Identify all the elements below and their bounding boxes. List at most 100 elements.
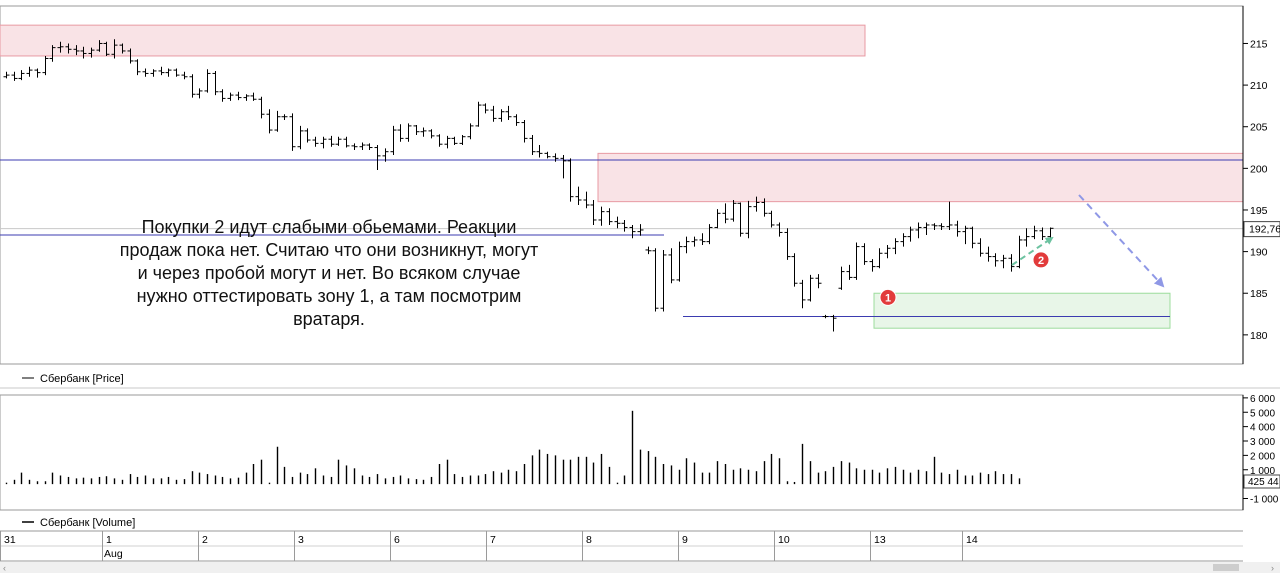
price-bar [1023, 228, 1030, 247]
price-bar [142, 68, 149, 77]
volume-tick-label: 2 000 [1250, 451, 1275, 462]
price-bar [529, 135, 536, 156]
price-bar [536, 145, 543, 158]
price-bar [80, 46, 87, 59]
month-label: Aug [104, 548, 123, 560]
marker-1[interactable]: 1 [879, 288, 897, 306]
price-bar [181, 71, 188, 80]
current-price-tag: 192,76 [1243, 221, 1280, 238]
price-bar [552, 153, 559, 162]
scroll-right-icon[interactable]: › [1271, 563, 1274, 573]
volume-tick-label: 4 000 [1250, 423, 1275, 434]
price-bar [838, 266, 845, 290]
price-bar [1008, 254, 1015, 272]
price-tick-label: 210 [1250, 80, 1268, 92]
price-bar [575, 186, 582, 205]
volume-tick-label: 3 000 [1250, 437, 1275, 448]
scroll-left-icon[interactable]: ‹ [3, 563, 6, 573]
price-bar [606, 208, 613, 225]
price-bar [1016, 235, 1023, 269]
price-bar [513, 114, 520, 126]
support-zone[interactable] [873, 292, 1171, 329]
price-bar [1047, 227, 1054, 239]
price-bar [598, 206, 605, 226]
price-bar [26, 66, 33, 77]
price-bar [173, 68, 180, 77]
price-bar [57, 41, 64, 53]
price-tick-label: 190 [1250, 247, 1268, 259]
price-bar [954, 220, 961, 237]
time-tick-label: 1 [106, 534, 112, 546]
price-bar [366, 143, 373, 151]
short-arrow[interactable] [1011, 236, 1054, 266]
marker-2[interactable]: 2 [1032, 251, 1050, 269]
price-bar [822, 314, 829, 319]
price-bar [498, 109, 505, 122]
annotation-line: продаж пока нет. Считаю что они возникну… [119, 240, 539, 260]
volume-axis[interactable]: 6 000 5 000 4 000 3 000 2 000 1 000 -1 000 [1243, 394, 1279, 506]
price-bar [730, 199, 737, 222]
annotation-line: и через пробой могут и нет. Во всяком сл… [137, 263, 521, 283]
price-axis[interactable]: 215 210 205 200 195 190 185 180 [1243, 38, 1268, 342]
price-bar [614, 216, 621, 229]
price-bar [73, 45, 80, 56]
price-bar [768, 210, 775, 228]
price-bar [645, 246, 652, 255]
price-bar [165, 68, 172, 77]
price-bar [343, 136, 350, 148]
price-bar [900, 233, 907, 247]
price-bar [567, 158, 574, 202]
price-bar [907, 226, 914, 242]
price-bar [676, 241, 683, 282]
price-bar [451, 136, 458, 146]
price-bar [583, 191, 590, 209]
price-bar [923, 222, 930, 235]
resistance-zone[interactable] [597, 152, 1244, 203]
price-bar [884, 244, 891, 259]
price-tick-label: 200 [1250, 163, 1268, 175]
price-bar [235, 91, 242, 101]
price-bar [876, 248, 883, 269]
price-bar [892, 238, 899, 255]
price-bar [992, 253, 999, 267]
price-bar [977, 238, 984, 257]
price-bar [969, 226, 976, 249]
price-bar [258, 96, 265, 119]
price-bar [420, 127, 427, 137]
price-bar [134, 59, 141, 76]
price-bar [931, 223, 938, 230]
price-bar [444, 135, 451, 149]
price-bar [65, 43, 72, 54]
price-bar [784, 228, 791, 260]
price-bar [359, 142, 366, 151]
scrollbar-thumb[interactable] [1213, 564, 1239, 571]
time-axis[interactable]: 31 1 2 3 6 7 8 9 10 13 14 [0, 531, 978, 561]
price-bar [219, 89, 226, 102]
price-bar [722, 203, 729, 224]
price-bar [3, 71, 10, 79]
price-bar [189, 74, 196, 98]
price-bar [274, 110, 281, 132]
price-bar [629, 224, 636, 239]
horizontal-scrollbar[interactable] [0, 562, 1280, 573]
price-bar [962, 225, 969, 245]
price-bar [397, 124, 404, 142]
volume-panel[interactable] [0, 394, 1244, 511]
resistance-zone[interactable] [0, 24, 866, 57]
price-bar [505, 105, 512, 121]
price-bar [1031, 225, 1038, 240]
price-bar [1000, 254, 1007, 269]
time-tick-label: 7 [490, 534, 496, 546]
price-bar [250, 92, 257, 101]
current-price-label: 192,76 [1249, 224, 1280, 236]
price-tick-label: 195 [1250, 205, 1268, 217]
annotation-line: Покупки 2 идут слабыми обьемами. Реакции [141, 217, 517, 237]
forecast-arrow[interactable] [1078, 194, 1165, 288]
price-bar [196, 88, 203, 99]
price-bar [243, 94, 250, 101]
price-bar [737, 202, 744, 237]
price-bar [467, 123, 474, 140]
price-tick-label: 180 [1250, 330, 1268, 342]
